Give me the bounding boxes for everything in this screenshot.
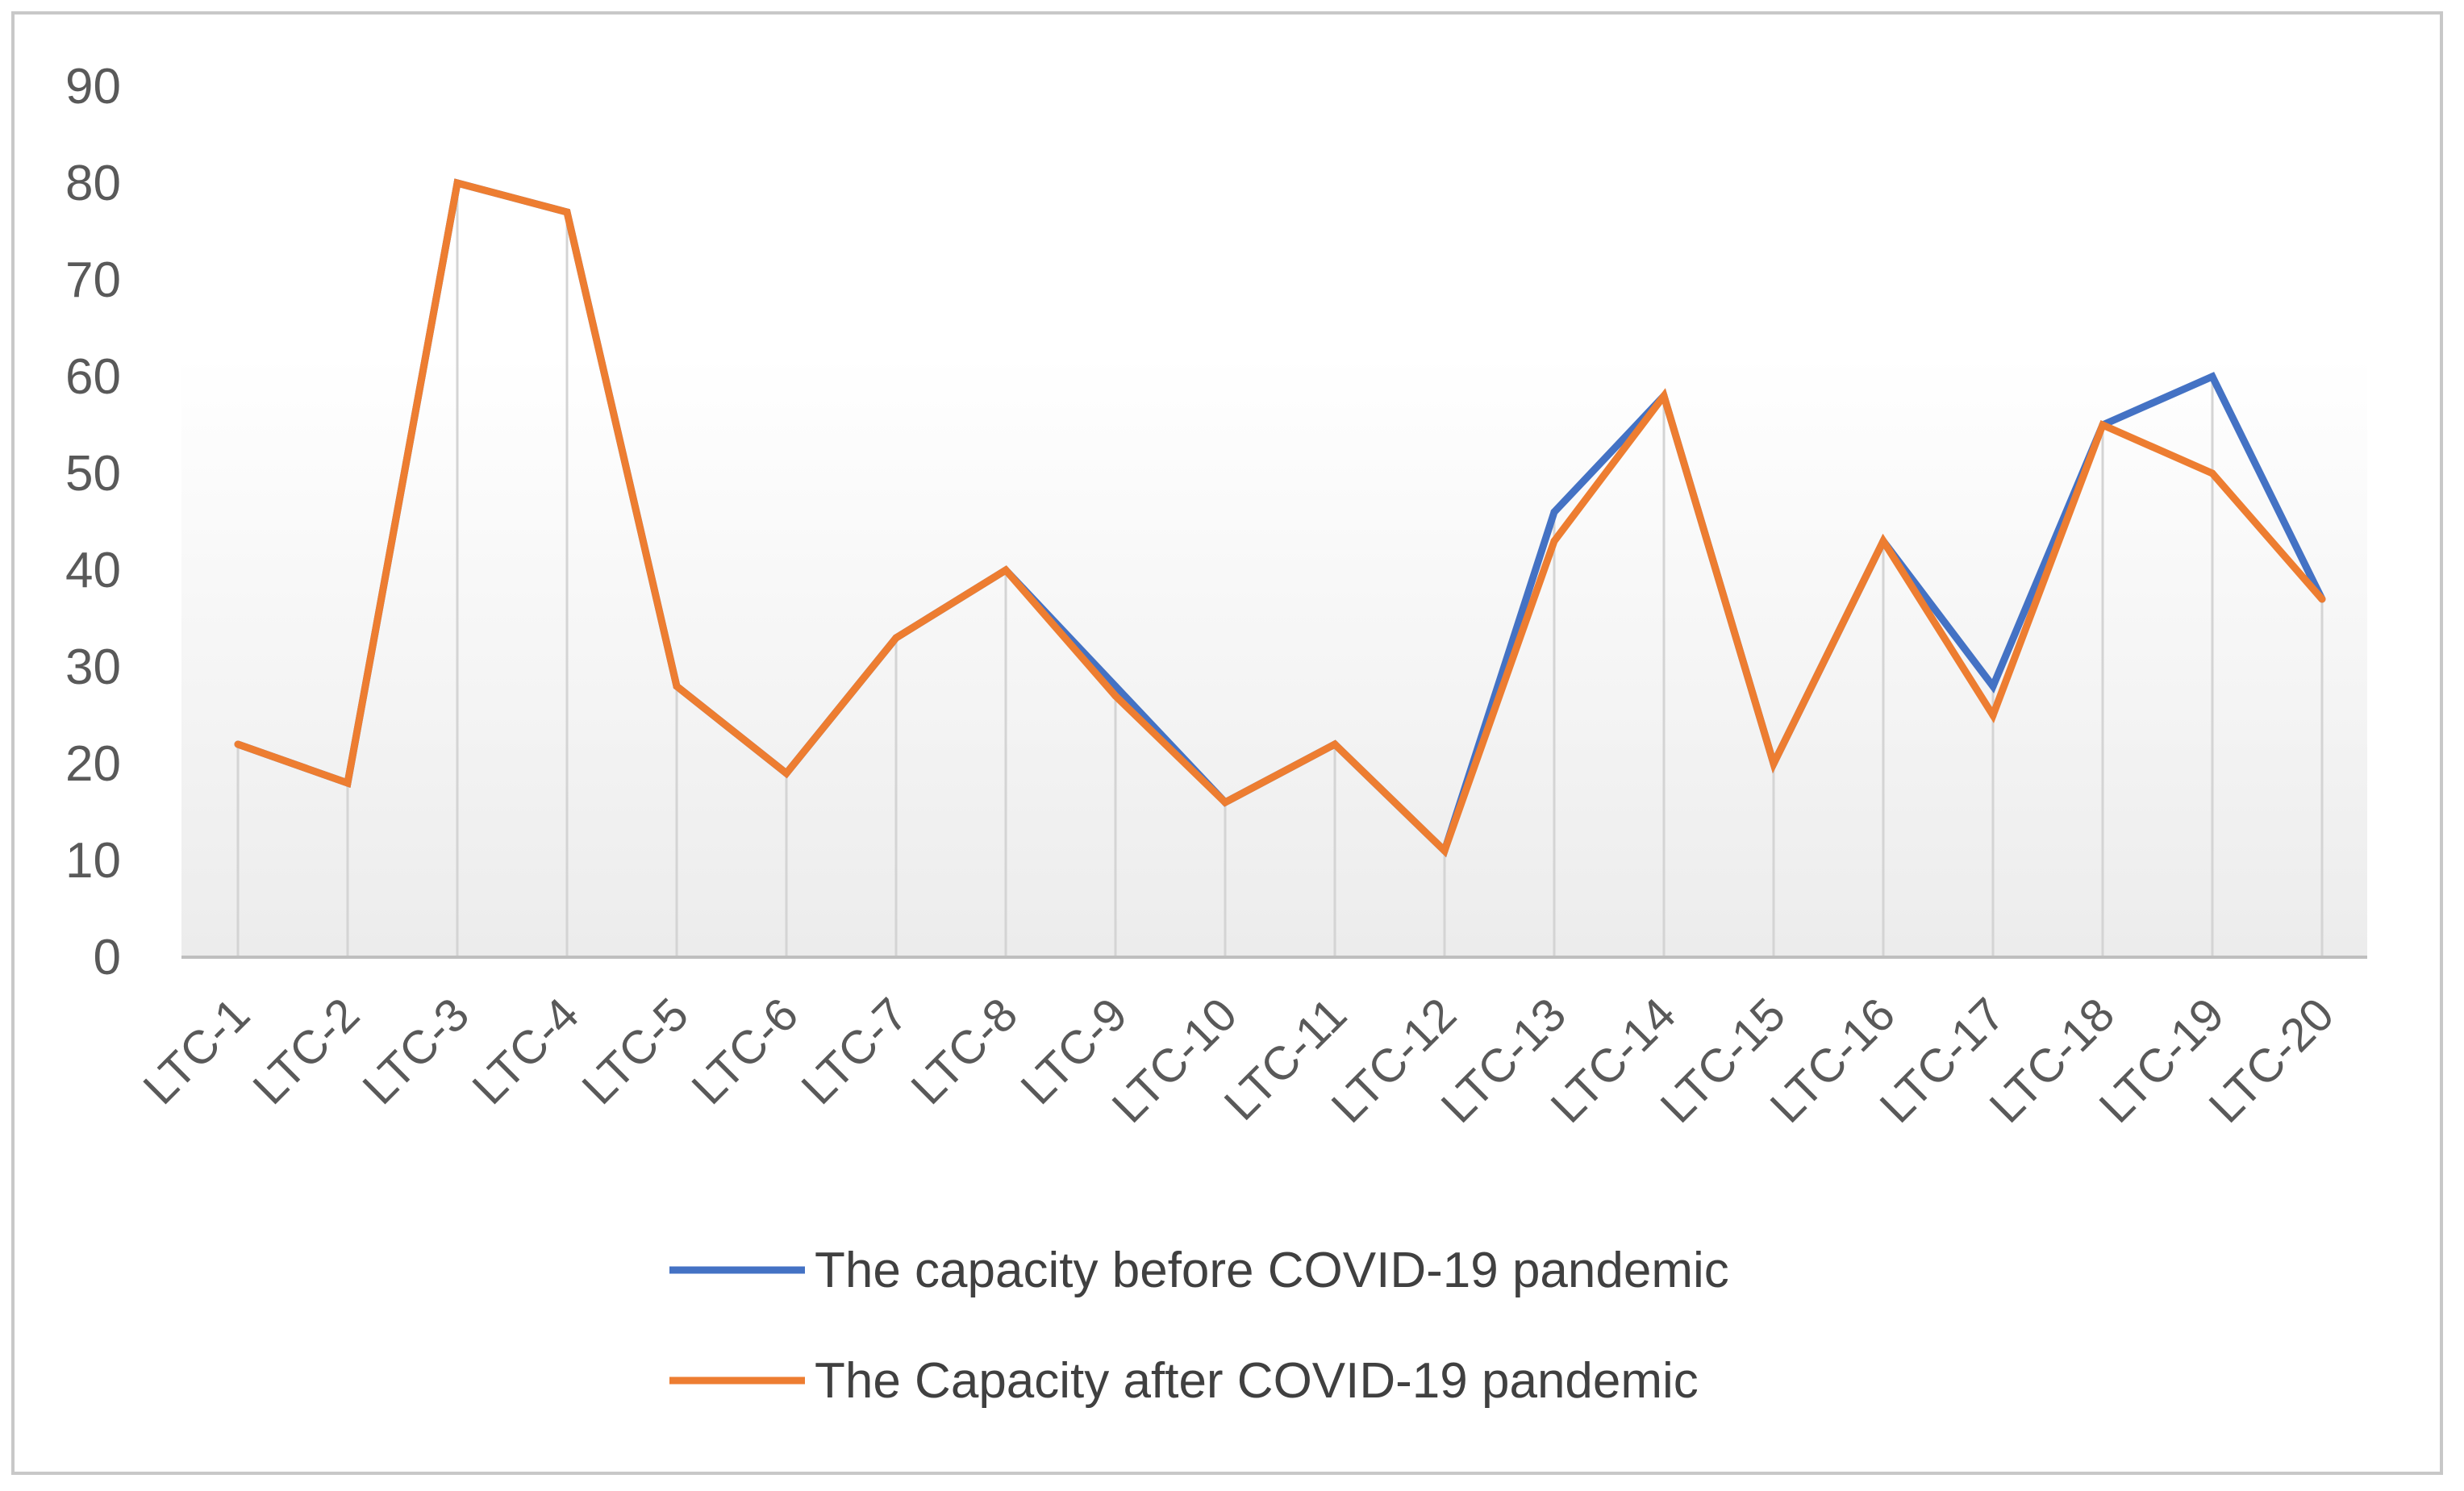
y-tick-label: 90 — [65, 59, 121, 115]
data-point — [234, 740, 242, 748]
legend-label: The Capacity after COVID-19 pandemic — [815, 1353, 1699, 1409]
data-point — [782, 769, 790, 777]
data-point — [1770, 760, 1778, 768]
x-tick-label: LTC-16 — [1761, 988, 1906, 1133]
data-point — [1550, 508, 1558, 516]
y-tick-label: 60 — [65, 349, 121, 405]
x-tick-label: LTC-20 — [2199, 988, 2345, 1133]
legend-label: The capacity before COVID-19 pandemic — [815, 1243, 1729, 1298]
x-tick-label: LTC-10 — [1103, 988, 1248, 1133]
y-tick-label: 30 — [65, 639, 121, 695]
x-tick-label: LTC-17 — [1870, 988, 2016, 1133]
data-point — [892, 634, 900, 642]
data-point — [673, 682, 681, 690]
data-point — [453, 179, 461, 187]
data-point — [1879, 537, 1887, 545]
data-point — [2099, 421, 2107, 429]
x-tick-label: LTC-5 — [572, 988, 698, 1114]
y-tick-label: 80 — [65, 156, 121, 211]
data-point — [1550, 537, 1558, 545]
x-tick-label: LTC-2 — [243, 988, 369, 1114]
x-tick-label: LTC-15 — [1651, 988, 1796, 1133]
data-point — [1660, 392, 1668, 400]
x-tick-label: LTC-1 — [133, 988, 260, 1114]
data-point — [1440, 847, 1449, 855]
data-point — [1221, 798, 1229, 806]
data-point — [2208, 469, 2216, 477]
data-point — [1111, 692, 1119, 700]
x-tick-label: LTC-19 — [2090, 988, 2235, 1133]
data-point — [1989, 711, 1997, 719]
x-tick-label: LTC-8 — [901, 988, 1028, 1114]
data-point — [563, 208, 571, 216]
x-tick-label: LTC-7 — [791, 988, 918, 1114]
plot-area-background — [181, 355, 2367, 956]
x-tick-label: LTC-4 — [462, 988, 589, 1114]
y-tick-label: 20 — [65, 736, 121, 792]
y-tick-label: 70 — [65, 252, 121, 308]
x-tick-label: LTC-6 — [682, 988, 808, 1114]
data-point — [1989, 682, 1997, 690]
y-tick-label: 10 — [65, 833, 121, 889]
x-tick-label: LTC-12 — [1322, 988, 1467, 1133]
data-point — [1002, 566, 1010, 574]
y-tick-label: 40 — [65, 543, 121, 598]
data-point — [1331, 740, 1339, 748]
x-tick-label: LTC-18 — [1980, 988, 2125, 1133]
series-line-2 — [236, 178, 2325, 858]
data-point — [2208, 373, 2216, 381]
data-point — [2318, 595, 2326, 603]
y-tick-label: 0 — [94, 930, 121, 985]
x-tick-label: LTC-3 — [352, 988, 479, 1114]
data-point — [344, 779, 352, 787]
x-tick-label: LTC-13 — [1432, 988, 1577, 1133]
data-point — [1111, 682, 1119, 690]
x-tick-label: LTC-14 — [1541, 988, 1686, 1133]
y-tick-label: 50 — [65, 446, 121, 502]
